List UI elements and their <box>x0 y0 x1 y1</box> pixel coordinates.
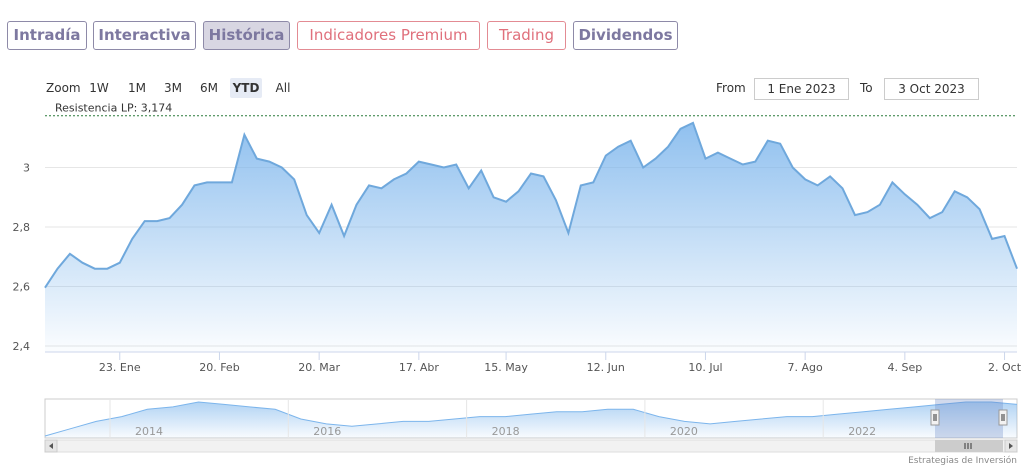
tab[interactable]: Histórica <box>203 21 290 50</box>
navigator-label: 2022 <box>848 425 876 438</box>
zoom-button[interactable]: 1M <box>128 81 146 95</box>
x-tick-label: 20. Feb <box>199 361 239 374</box>
navigator-handle[interactable] <box>998 409 1008 426</box>
area-fill <box>45 122 1017 353</box>
tab[interactable]: Trading <box>487 21 566 50</box>
y-tick-label: 2,8 <box>13 221 31 234</box>
area-line <box>44 121 1018 289</box>
zoom-button[interactable]: 3M <box>164 81 182 95</box>
x-tick-label: 2. Oct <box>988 361 1022 374</box>
zoom-button[interactable]: 6M <box>200 81 218 95</box>
tab[interactable]: Intradía <box>7 21 87 50</box>
navigator-handle[interactable] <box>930 409 940 426</box>
navigator-label: 2014 <box>135 425 163 438</box>
x-tick-label: 15. May <box>484 361 528 374</box>
x-tick-label: 12. Jun <box>587 361 625 374</box>
zoom-button[interactable]: YTD <box>230 78 262 98</box>
handle-grip <box>933 414 937 421</box>
x-tick-label: 20. Mar <box>298 361 340 374</box>
x-tick-label: 17. Abr <box>399 361 439 374</box>
to-label: To <box>860 81 873 95</box>
tab[interactable]: Dividendos <box>573 21 678 50</box>
zoom-button[interactable]: All <box>275 81 291 95</box>
scroll-thumb[interactable] <box>935 440 1003 452</box>
y-tick-label: 3 <box>23 162 30 175</box>
arrow-right <box>1009 443 1013 449</box>
from-label: From <box>716 81 746 95</box>
arrow-left <box>49 443 53 449</box>
x-tick-label: 23. Ene <box>99 361 141 374</box>
from-input[interactable]: 1 Ene 2023 <box>754 78 849 100</box>
y-tick-label: 2,6 <box>13 281 31 294</box>
zoom-label: Zoom <box>46 81 81 95</box>
navigator-label: 2020 <box>670 425 698 438</box>
navigator-line <box>44 401 1018 437</box>
to-input[interactable]: 3 Oct 2023 <box>884 78 979 100</box>
credit: Estrategias de Inversión <box>908 455 1017 466</box>
resistance-label: Resistencia LP: 3,174 <box>55 102 172 115</box>
navigator-label: 2016 <box>313 425 341 438</box>
tab[interactable]: Indicadores Premium <box>297 21 480 50</box>
thumb-grip <box>964 443 972 449</box>
tab[interactable]: Interactiva <box>93 21 196 50</box>
handle-grip <box>1001 414 1005 421</box>
x-tick-label: 7. Ago <box>788 361 823 374</box>
x-tick-label: 10. Jul <box>688 361 722 374</box>
y-tick-label: 2,4 <box>13 340 31 353</box>
x-tick-label: 4. Sep <box>887 361 922 374</box>
navigator-label: 2018 <box>492 425 520 438</box>
zoom-button[interactable]: 1W <box>89 81 109 95</box>
scrollbar[interactable] <box>44 439 1018 453</box>
navigator-selection <box>935 399 1003 438</box>
